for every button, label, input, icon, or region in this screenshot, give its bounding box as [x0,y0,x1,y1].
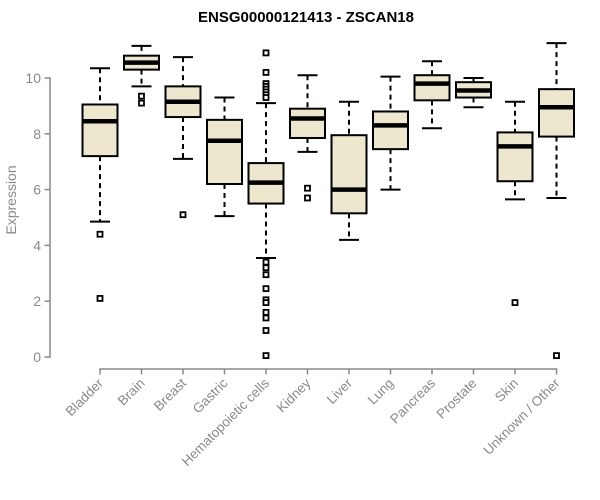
y-axis-label: Expression [3,165,19,234]
box-iqr [81,103,119,158]
outlier-point [262,352,270,360]
box-iqr [330,134,368,215]
outlier-point [262,69,270,76]
outlier-point [262,299,270,306]
outlier-point [262,49,270,57]
y-tick-label: 8 [33,126,41,142]
outlier-point [511,299,519,306]
x-category-label: Gastric [190,375,231,416]
outlier-point [96,295,104,302]
outlier-point [96,230,104,238]
x-category-label: Bladder [63,375,107,419]
outlier-point [262,271,270,279]
x-category-label: Unknown / Other [480,375,563,458]
outlier-point [262,264,270,272]
outlier-point [262,94,270,101]
outlier-point [262,314,270,322]
y-tick-label: 2 [33,293,41,309]
box-iqr [413,74,451,102]
x-category-label: Prostate [433,376,479,422]
y-tick-label: 10 [25,70,41,86]
outlier-point [138,99,145,107]
box-iqr [538,88,575,138]
outlier-point [138,92,145,100]
x-category-label: Brain [115,376,148,409]
y-tick-label: 6 [33,182,41,198]
box-iqr [372,110,409,151]
x-category-label: Breast [151,375,189,413]
outlier-point [553,352,560,360]
outlier-point [304,184,311,192]
x-category-label: Skin [492,376,521,405]
chart-title: ENSG00000121413 - ZSCAN18 [198,9,414,26]
box-iqr [496,131,534,183]
outlier-point [179,211,187,219]
x-category-label: Lung [365,376,397,408]
box-iqr [206,118,243,186]
outlier-point [262,327,270,334]
outlier-point [262,258,270,266]
y-tick-label: 4 [33,237,41,253]
x-category-label: Liver [324,375,356,407]
x-category-label: Pancreas [387,375,438,426]
outlier-point [262,285,270,293]
x-category-label: Kidney [274,375,314,415]
outlier-point [304,194,311,202]
box-iqr [289,107,326,139]
y-tick-label: 0 [33,349,41,365]
outlier-point [262,308,270,316]
